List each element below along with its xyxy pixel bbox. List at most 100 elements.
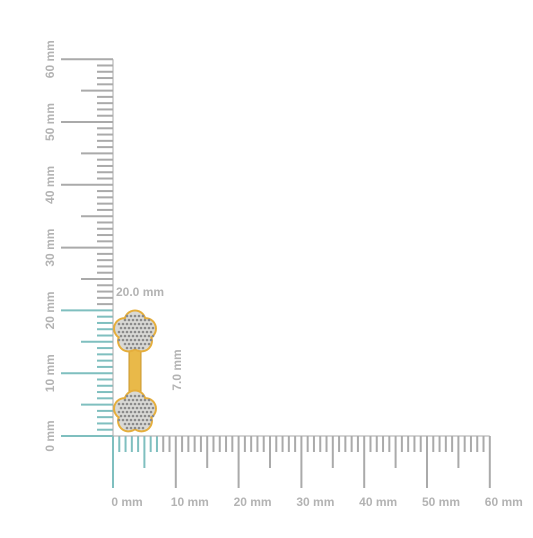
diamond [135, 406, 139, 410]
diamond [141, 314, 145, 318]
diamond [123, 334, 127, 338]
diamond [127, 342, 131, 346]
diamond [123, 326, 127, 330]
v-ruler-label: 40 mm [43, 166, 57, 204]
diamond [147, 422, 151, 426]
diamond [135, 422, 139, 426]
diamond [141, 346, 145, 350]
diamond [141, 322, 145, 326]
diamond [135, 414, 139, 418]
diamond [123, 342, 127, 346]
diamond [137, 338, 141, 342]
diamond [151, 414, 155, 418]
diamond [135, 334, 139, 338]
v-ruler-label: 30 mm [43, 229, 57, 267]
diamond [145, 338, 149, 342]
diamond [127, 422, 131, 426]
diamond [131, 406, 135, 410]
diamond [139, 334, 143, 338]
diamond [137, 426, 141, 430]
diamond [131, 326, 135, 330]
diamond [131, 422, 135, 426]
diamond [139, 406, 143, 410]
diamond [147, 398, 151, 402]
diamond [131, 342, 135, 346]
diamond [129, 418, 133, 422]
diamond [137, 314, 141, 318]
diamond [143, 406, 147, 410]
diamond [143, 398, 147, 402]
diamond [147, 326, 151, 330]
diamond [123, 414, 127, 418]
diamond [139, 342, 143, 346]
diamond [125, 402, 129, 406]
diamond [149, 338, 153, 342]
diamond [129, 410, 133, 414]
diamond [133, 338, 137, 342]
diamond [133, 418, 137, 422]
diamond [125, 338, 129, 342]
diamond [145, 402, 149, 406]
diamond [147, 414, 151, 418]
diamond [121, 402, 125, 406]
h-ruler-label: 40 mm [359, 495, 397, 509]
diamond [131, 414, 135, 418]
diamond [119, 406, 123, 410]
diamond [139, 398, 143, 402]
diamond [117, 330, 121, 334]
diamond [125, 314, 129, 318]
diamond [117, 410, 121, 414]
diamond [139, 326, 143, 330]
diamond [151, 406, 155, 410]
diamond [133, 314, 137, 318]
diamond [127, 326, 131, 330]
diamond [139, 414, 143, 418]
diamond [129, 338, 133, 342]
height-dimension: 20.0 mm [116, 285, 164, 299]
diamond [131, 398, 135, 402]
diamond [133, 322, 137, 326]
diamond [119, 326, 123, 330]
diamond [147, 334, 151, 338]
diamond [131, 334, 135, 338]
diamond [141, 402, 145, 406]
h-ruler-label: 60 mm [485, 495, 523, 509]
diamond [123, 318, 127, 322]
diamond [135, 318, 139, 322]
diamond [129, 346, 133, 350]
diamond [143, 334, 147, 338]
diamond [125, 322, 129, 326]
diamond [147, 318, 151, 322]
width-dimension: 7.0 mm [170, 349, 184, 390]
diamond [125, 410, 129, 414]
diamond [123, 398, 127, 402]
diamond [127, 406, 131, 410]
diamond [125, 426, 129, 430]
v-ruler-label: 10 mm [43, 354, 57, 392]
diamond [135, 342, 139, 346]
diamond [133, 426, 137, 430]
diamond [137, 346, 141, 350]
diamond [129, 330, 133, 334]
h-ruler-label: 50 mm [422, 495, 460, 509]
diamond [121, 322, 125, 326]
diamond [127, 334, 131, 338]
diamond [141, 330, 145, 334]
diamond [149, 330, 153, 334]
h-ruler-label: 0 mm [111, 495, 142, 509]
diamond [139, 318, 143, 322]
diamond [121, 410, 125, 414]
v-ruler-label: 60 mm [43, 40, 57, 78]
diamond [117, 402, 121, 406]
diamond [145, 410, 149, 414]
diamond [133, 394, 137, 398]
diamond [149, 322, 153, 326]
v-ruler-label: 50 mm [43, 103, 57, 141]
diamond [133, 330, 137, 334]
diamond [121, 330, 125, 334]
diamond [141, 338, 145, 342]
diamond [141, 394, 145, 398]
h-ruler-label: 30 mm [296, 495, 334, 509]
